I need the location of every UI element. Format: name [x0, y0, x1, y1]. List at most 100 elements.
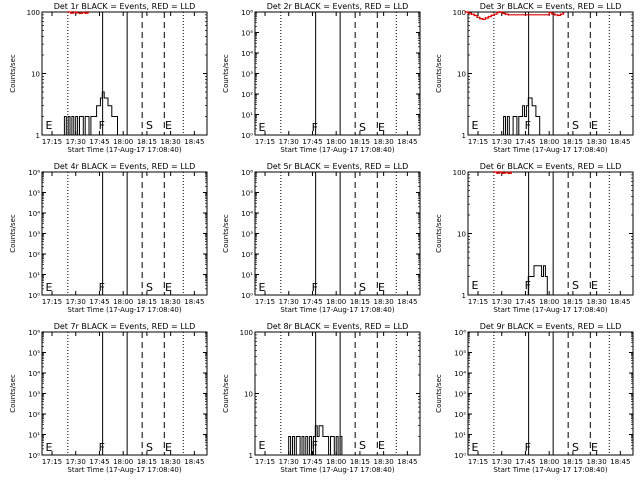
- x-tick-label: 17:15: [468, 458, 488, 466]
- x-tick-label: 17:15: [255, 298, 275, 306]
- lld-point: [493, 13, 496, 16]
- y-axis-label: Counts/sec: [222, 374, 230, 413]
- x-tick-label: 17:45: [89, 298, 109, 306]
- x-tick-label: 17:30: [279, 298, 299, 306]
- marker-letter-f: F: [312, 439, 318, 452]
- marker-letter-e: E: [45, 119, 52, 132]
- x-tick-label: 17:30: [279, 458, 299, 466]
- x-tick-label: 18:30: [374, 298, 394, 306]
- y-tick-label: 100: [453, 169, 466, 177]
- marker-letter-s: S: [146, 119, 153, 132]
- y-tick-label: 1: [462, 132, 466, 140]
- marker-letter-f: F: [99, 441, 105, 454]
- x-axis-label: Start Time (17-Aug-17 17:08:40): [280, 466, 394, 474]
- lld-point: [548, 11, 551, 14]
- x-tick-label: 17:45: [515, 298, 535, 306]
- marker-letter-s: S: [359, 121, 366, 134]
- y-tick-label: 1: [36, 132, 40, 140]
- x-tick-label: 18:45: [184, 458, 204, 466]
- x-tick-label: 17:45: [302, 458, 322, 466]
- x-tick-label: 18:30: [587, 138, 607, 146]
- y-tick-label: 10⁰: [454, 452, 466, 460]
- x-tick-label: 18:15: [563, 458, 583, 466]
- lld-point: [490, 14, 493, 17]
- y-tick-label: 10²: [241, 91, 253, 99]
- y-tick-label: 10⁵: [454, 350, 466, 358]
- y-tick-label: 100: [240, 329, 253, 337]
- marker-letter-e: E: [471, 119, 478, 132]
- y-tick-label: 100: [27, 9, 40, 17]
- x-tick-label: 18:45: [610, 298, 630, 306]
- marker-letter-f: F: [525, 119, 531, 132]
- x-tick-label: 18:45: [397, 138, 417, 146]
- panel-title: Det 1r BLACK = Events, RED = LLD: [54, 2, 196, 11]
- y-tick-label: 1: [249, 452, 253, 460]
- x-axis-label: Start Time (17-Aug-17 17:08:40): [493, 146, 607, 154]
- marker-letter-s: S: [359, 281, 366, 294]
- marker-letter-f: F: [312, 121, 318, 134]
- lld-point: [559, 13, 562, 16]
- marker-letter-e: E: [165, 119, 172, 132]
- marker-letter-s: S: [572, 441, 579, 454]
- panel-title: Det 3r BLACK = Events, RED = LLD: [480, 2, 622, 11]
- lld-point: [72, 11, 75, 13]
- x-tick-label: 18:00: [539, 298, 559, 306]
- y-tick-label: 10⁶: [454, 329, 466, 337]
- x-axis-label: Start Time (17-Aug-17 17:08:40): [280, 146, 394, 154]
- y-axis-label: Counts/sec: [9, 54, 17, 93]
- panel-title: Det 8r BLACK = Events, RED = LLD: [267, 322, 409, 331]
- lld-point: [84, 12, 87, 14]
- x-tick-label: 17:15: [255, 458, 275, 466]
- y-tick-label: 10: [244, 391, 253, 399]
- marker-letter-e: E: [45, 441, 52, 454]
- y-axis-label: Counts/sec: [9, 374, 17, 413]
- y-tick-label: 10⁴: [454, 370, 466, 378]
- lld-point: [70, 12, 72, 14]
- y-axis-label: Counts/sec: [435, 214, 443, 253]
- lld-point: [476, 16, 478, 19]
- x-tick-label: 17:15: [255, 138, 275, 146]
- y-tick-label: 10²: [454, 411, 466, 419]
- marker-letter-e: E: [471, 279, 478, 292]
- marker-letter-e: E: [591, 441, 598, 454]
- y-tick-label: 10⁵: [241, 30, 253, 38]
- x-tick-label: 17:30: [66, 298, 86, 306]
- plot-frame: [467, 11, 634, 136]
- x-tick-label: 18:00: [113, 138, 133, 146]
- marker-letter-s: S: [146, 441, 153, 454]
- y-tick-label: 10⁵: [28, 350, 40, 358]
- panel-title: Det 2r BLACK = Events, RED = LLD: [267, 2, 409, 11]
- marker-letter-s: S: [359, 439, 366, 452]
- lld-point: [496, 172, 498, 174]
- marker-letter-s: S: [146, 281, 153, 294]
- x-tick-label: 18:15: [137, 298, 157, 306]
- panel-title: Det 5r BLACK = Events, RED = LLD: [267, 162, 409, 171]
- y-tick-label: 10⁴: [241, 210, 253, 218]
- x-axis-label: Start Time (17-Aug-17 17:08:40): [67, 146, 181, 154]
- panel-title: Det 4r BLACK = Events, RED = LLD: [54, 162, 196, 171]
- y-tick-label: 10³: [28, 231, 40, 239]
- y-tick-label: 10: [457, 231, 466, 239]
- x-tick-label: 18:45: [184, 138, 204, 146]
- y-tick-label: 10⁵: [28, 190, 40, 198]
- marker-letter-e: E: [378, 121, 385, 134]
- marker-letter-e: E: [165, 281, 172, 294]
- x-tick-label: 18:00: [539, 458, 559, 466]
- lld-point: [481, 18, 484, 21]
- y-tick-label: 10⁶: [241, 9, 253, 17]
- marker-letter-s: S: [572, 119, 579, 132]
- lld-point: [75, 11, 78, 14]
- x-tick-label: 17:15: [468, 298, 488, 306]
- marker-letter-e: E: [471, 441, 478, 454]
- x-tick-label: 18:30: [161, 138, 181, 146]
- lld-point: [473, 14, 476, 17]
- x-tick-label: 18:45: [610, 458, 630, 466]
- x-tick-label: 18:00: [113, 458, 133, 466]
- x-axis-label: Start Time (17-Aug-17 17:08:40): [280, 306, 394, 314]
- lld-point: [493, 171, 496, 173]
- y-tick-label: 10⁶: [28, 169, 40, 177]
